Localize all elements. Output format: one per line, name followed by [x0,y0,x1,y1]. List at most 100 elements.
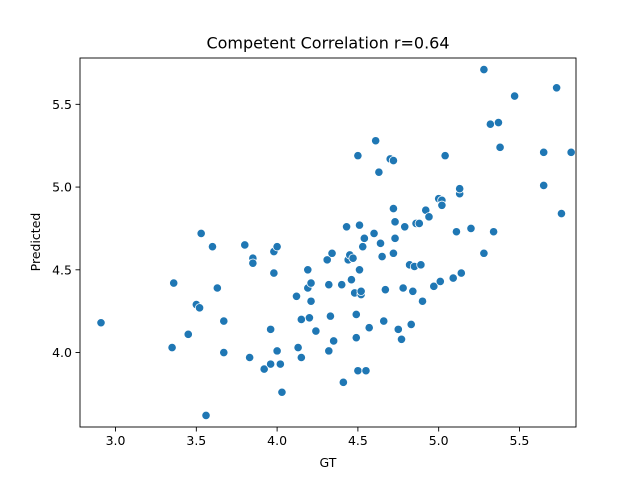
data-point [406,319,416,330]
data-point [353,151,363,161]
data-point [380,285,390,295]
data-point [306,296,316,306]
data-point [417,296,428,306]
data-point [408,286,418,296]
data-point [393,324,403,334]
data-point [396,334,407,344]
data-point [364,323,374,333]
data-point [485,119,495,129]
y-axis-label: Predicted [28,213,43,272]
data-point [435,276,445,286]
data-point [337,280,347,290]
data-point [306,278,316,288]
data-point [341,222,352,232]
y-tick-label: 5.0 [52,180,72,195]
data-point [248,258,258,268]
chart-title: Competent Correlation r=0.64 [206,34,449,53]
data-point [219,316,229,326]
data-point [388,203,399,214]
data-point [291,291,302,301]
data-point [219,347,229,358]
data-point [358,242,368,252]
data-point [552,83,562,93]
data-point [495,142,505,152]
data-point [356,286,366,296]
data-point [398,283,408,293]
data-point [354,220,365,230]
x-tick-label: 3.0 [106,433,126,448]
data-point [479,64,489,75]
data-point [293,342,303,353]
data-point [466,223,476,234]
data-point [437,200,447,210]
points-layer [96,64,576,421]
data-point [388,248,399,258]
x-axis-ticks: 3.0 3.5 4.0 4.5 5.0 5.5 [106,427,530,448]
data-point [266,324,276,334]
data-point [388,155,399,166]
data-point [338,377,348,387]
data-point [167,342,177,353]
data-point [207,242,218,252]
data-point [424,212,434,222]
data-point [96,318,106,328]
data-point [272,346,282,356]
data-point [488,227,499,237]
data-point [311,326,321,336]
x-axis-label: GT [320,455,337,470]
data-point [451,227,462,237]
data-point [400,222,410,232]
data-point [169,278,179,288]
data-point [272,242,282,252]
data-point [351,333,361,343]
data-point [348,253,358,263]
data-point [374,167,384,177]
x-tick-label: 4.0 [267,433,287,448]
plot-frame [79,57,577,428]
data-point [322,255,332,265]
data-point [329,336,339,346]
data-point [194,303,205,313]
data-point [296,314,306,325]
data-point [277,387,287,397]
data-point [377,251,387,262]
x-tick-label: 5.5 [510,433,530,448]
x-tick-label: 4.5 [348,433,368,448]
data-point [416,260,426,270]
data-point [212,283,222,293]
data-point [183,329,193,339]
y-tick-label: 5.5 [52,97,72,112]
data-point [240,240,250,250]
data-point [539,180,549,191]
y-axis-ticks: 4.0 4.5 5.0 5.5 [52,97,80,360]
x-tick-label: 5.0 [429,433,449,448]
data-point [353,366,363,376]
data-point [371,136,381,146]
data-point [566,147,576,157]
data-point [325,311,336,321]
y-tick-label: 4.5 [52,262,72,277]
data-point [196,228,206,238]
data-point [479,248,489,258]
data-point [359,233,369,243]
data-point [379,316,389,326]
data-point [429,281,439,291]
data-point [556,208,567,219]
data-point [456,268,466,278]
y-tick-label: 4.0 [52,345,72,360]
data-point [304,313,315,323]
data-point [324,280,334,290]
data-point [414,218,424,229]
data-point [351,309,361,320]
x-tick-label: 3.5 [186,433,206,448]
data-point [324,346,334,356]
data-point [375,238,386,248]
data-point [539,147,549,157]
data-point [354,265,365,275]
data-point [455,184,465,194]
data-point [266,359,276,369]
data-point [346,275,357,285]
data-point [440,151,450,161]
data-point [510,91,520,101]
